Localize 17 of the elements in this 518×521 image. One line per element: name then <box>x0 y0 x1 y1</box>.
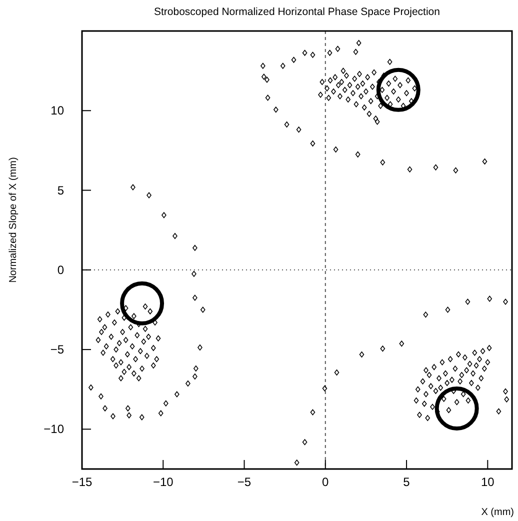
x-tick-label: 5 <box>403 475 410 489</box>
y-tick-label: 0 <box>57 262 64 277</box>
x-tick-label: 10 <box>480 475 495 489</box>
x-axis-title: X (mm) <box>481 507 514 518</box>
x-tick-label: −15 <box>72 475 92 489</box>
chart-title: Stroboscoped Normalized Horizontal Phase Space Projection <box>154 6 440 18</box>
y-tick-label: 5 <box>57 183 64 198</box>
x-tick-label: −5 <box>237 475 252 489</box>
point <box>120 281 164 326</box>
y-tick-label: 10 <box>50 104 64 118</box>
y-axis-title: Normalized Slope of X (mm) <box>8 157 19 283</box>
y-tick-label: −5 <box>50 342 64 357</box>
point <box>434 386 479 430</box>
x-tick-label: 0 <box>322 475 330 489</box>
point <box>376 68 420 112</box>
y-tick-label: −10 <box>44 422 64 436</box>
x-tick-label: −10 <box>152 475 174 489</box>
